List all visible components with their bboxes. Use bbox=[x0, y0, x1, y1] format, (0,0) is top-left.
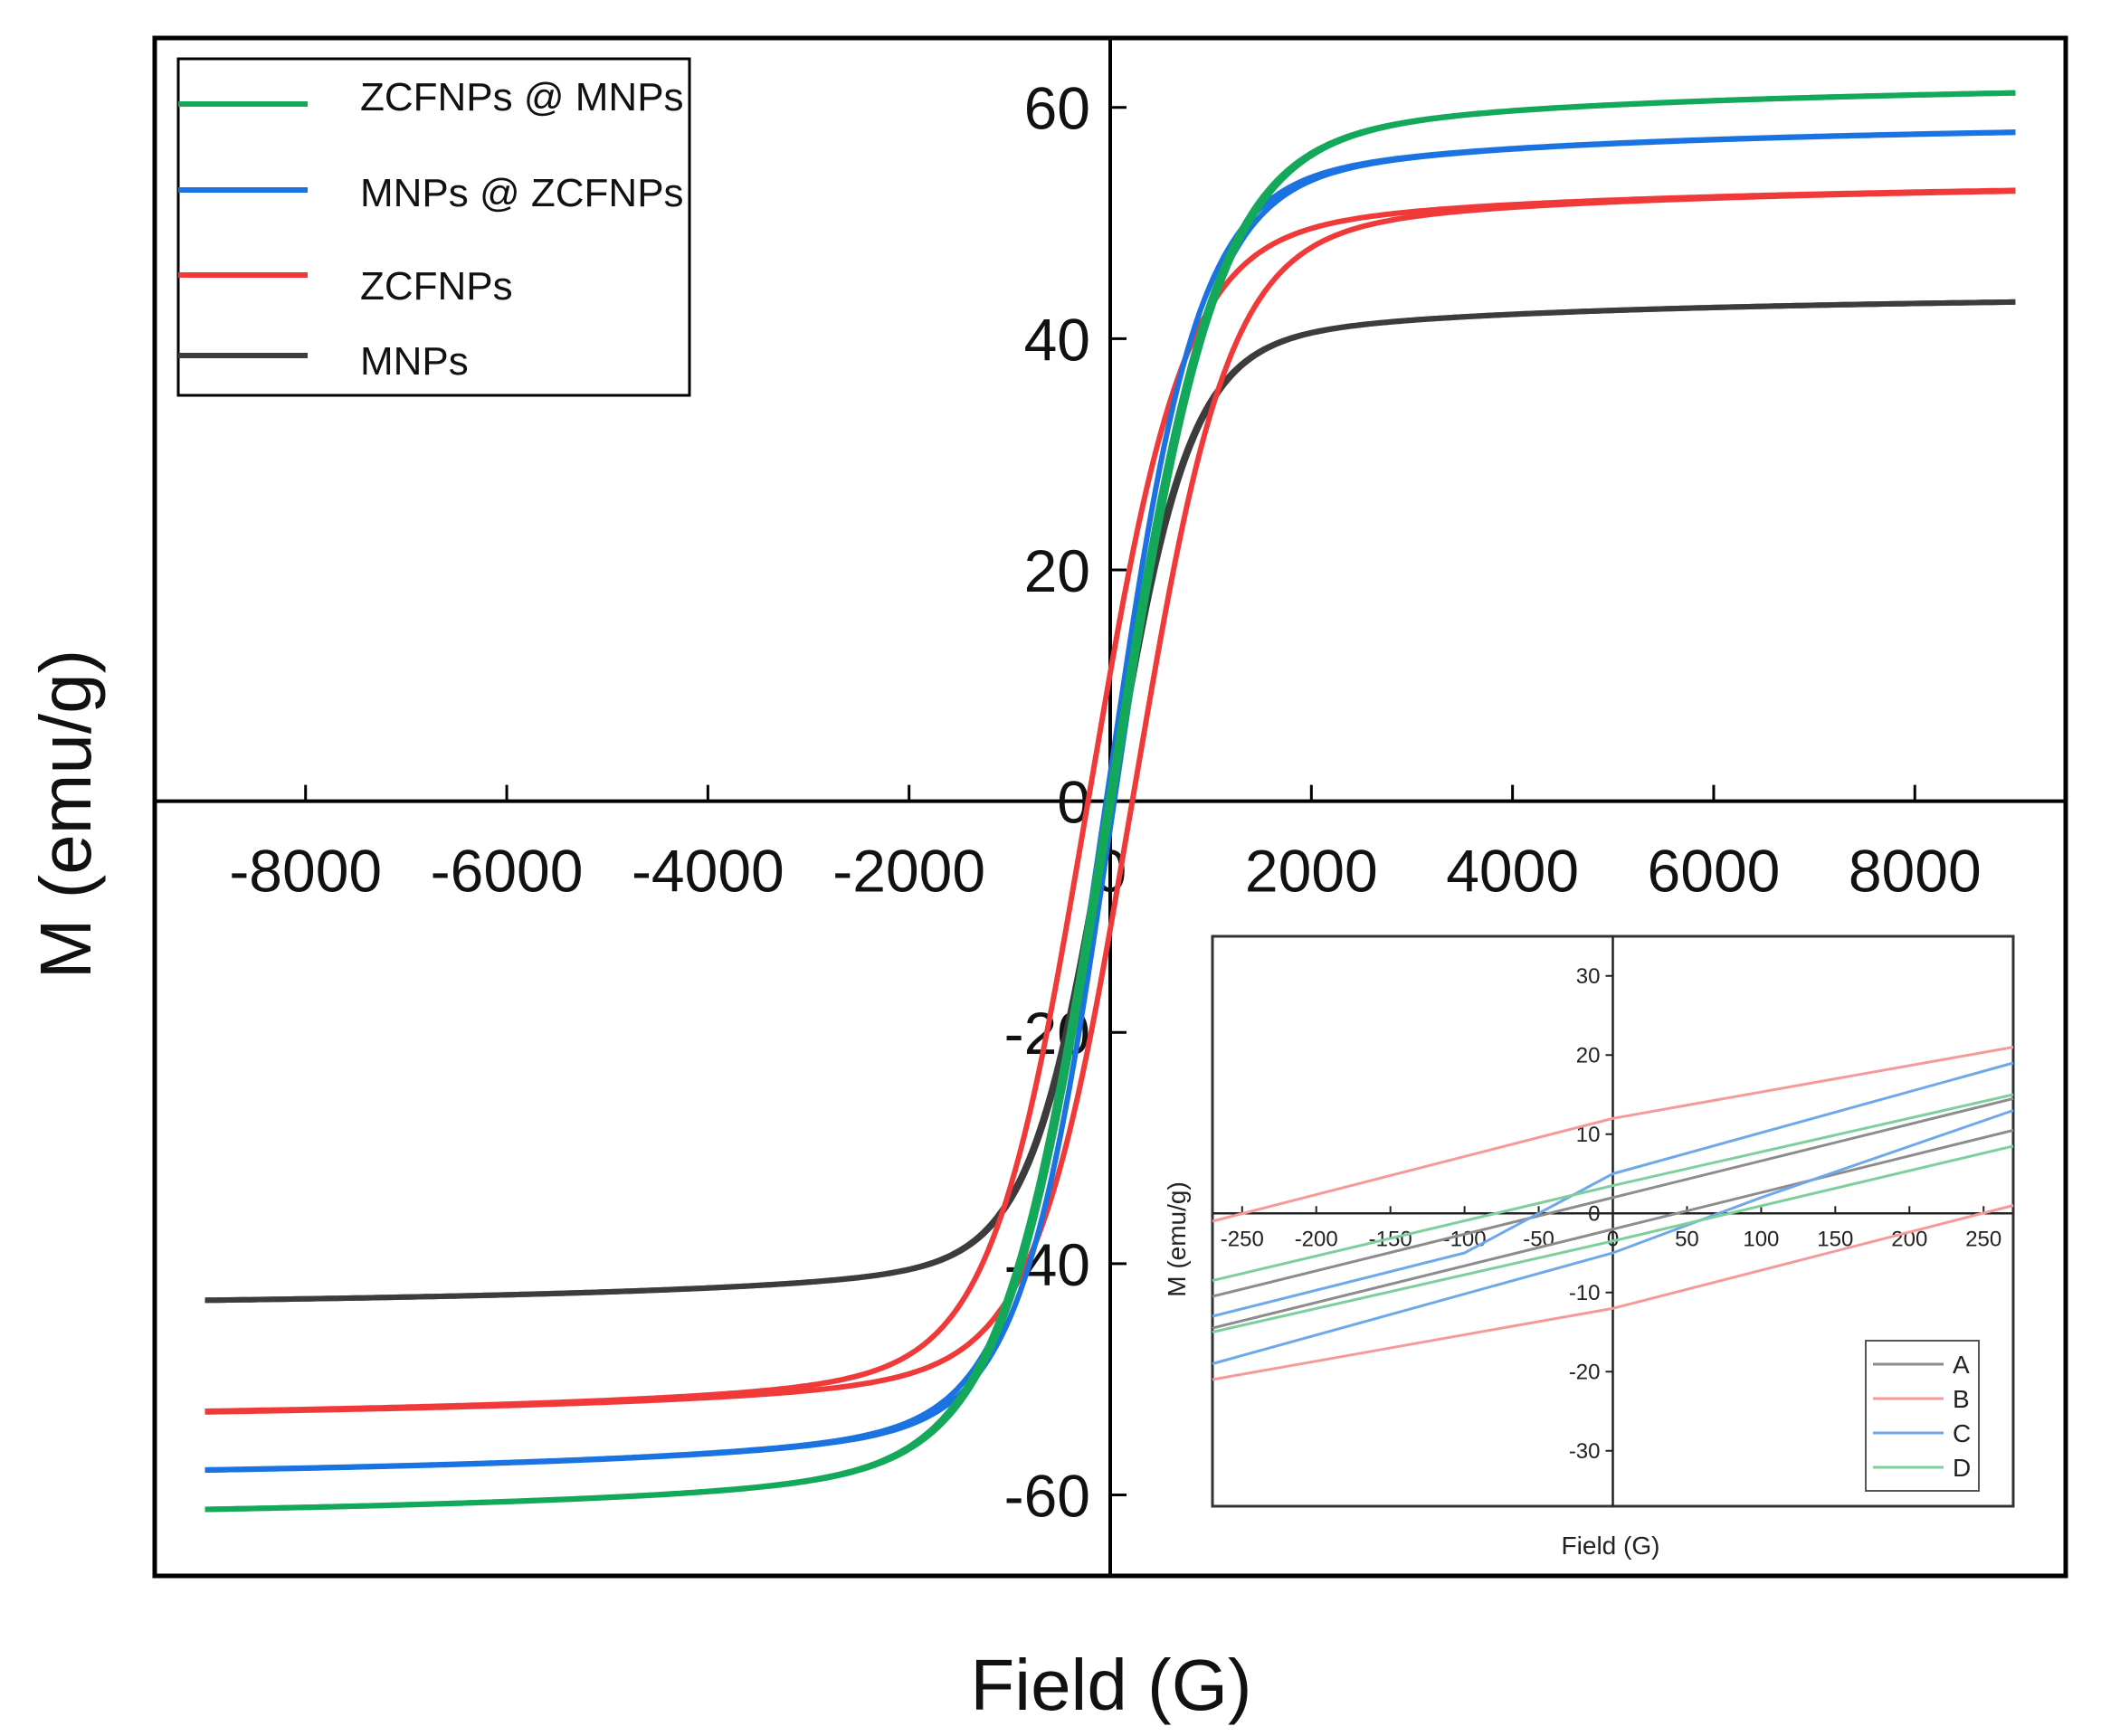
inset-y-tick-label: -10 bbox=[1569, 1281, 1601, 1305]
inset-x-tick-label: -200 bbox=[1295, 1227, 1338, 1251]
main-x-tick-label: -6000 bbox=[431, 838, 584, 905]
inset-x-tick-label: 50 bbox=[1675, 1227, 1699, 1251]
inset-x-tick-label: 200 bbox=[1891, 1227, 1927, 1251]
curve-zcfnps-at-mnps-ascending bbox=[204, 90, 2016, 1513]
main-x-tick-label: 2000 bbox=[1245, 838, 1378, 905]
main-x-tick-label: 4000 bbox=[1446, 838, 1579, 905]
main-x-tick-label: 6000 bbox=[1648, 838, 1781, 905]
inset-legend-label-a: A bbox=[1953, 1351, 1970, 1379]
inset-x-tick-label: 250 bbox=[1965, 1227, 2001, 1251]
inset-y-tick-label: 0 bbox=[1588, 1201, 1600, 1226]
inset-legend-label-d: D bbox=[1953, 1454, 1971, 1482]
inset-legend-box bbox=[1865, 1340, 1980, 1492]
main-axes: -8000 -6000 -4000 -2000 0 2000 4000 6000 8000-60… bbox=[155, 38, 2066, 1576]
inset-curve-c-lower bbox=[1212, 1109, 2014, 1365]
inset-curve-a-upper bbox=[1212, 1096, 2014, 1298]
inset-y-tick-label: -20 bbox=[1569, 1360, 1601, 1384]
inset-y-tick-label: 30 bbox=[1576, 964, 1601, 989]
main-x-tick-label: 8000 bbox=[1849, 838, 1982, 905]
inset-curve-b-lower bbox=[1212, 1204, 2014, 1381]
main-y-tick-label: -60 bbox=[1004, 1463, 1090, 1530]
main-y-tick-label: 60 bbox=[1024, 75, 1090, 142]
inset-x-tick-label: 100 bbox=[1743, 1227, 1779, 1251]
main-x-tick-label: -4000 bbox=[632, 838, 784, 905]
inset-x-axis-title: Field (G) bbox=[1562, 1532, 1660, 1560]
main-x-tick-label: -8000 bbox=[229, 838, 382, 905]
main-x-axis-title: Field (G) bbox=[970, 1645, 1251, 1725]
inset-legend-label-c: C bbox=[1953, 1419, 1971, 1447]
main-curves bbox=[204, 90, 2016, 1513]
inset-x-tick-label: 0 bbox=[1607, 1227, 1619, 1251]
inset-y-tick-label: -30 bbox=[1569, 1439, 1601, 1464]
inset-legend: A B C D bbox=[1865, 1340, 1980, 1492]
inset-y-tick-label: 20 bbox=[1576, 1043, 1601, 1067]
inset-curve-a-lower bbox=[1212, 1128, 2014, 1330]
inset-curve-b-upper bbox=[1212, 1046, 2014, 1223]
main-legend: ZCFNPs @ MNPs MNPs @ ZCFNPs ZCFNPs MNPs bbox=[176, 57, 691, 397]
legend-label-mnps-at-zcfnps: MNPs @ ZCFNPs bbox=[360, 171, 684, 215]
inset-axes: -250 -200 -150 -100 -50 0 50 100 150 200 250-30-20… bbox=[1212, 936, 2013, 1506]
main-legend-box bbox=[176, 57, 691, 397]
legend-label-zcfnps-at-mnps: ZCFNPs @ MNPs bbox=[360, 75, 684, 119]
inset-curve-d-upper bbox=[1212, 1093, 2014, 1283]
inset-curves bbox=[1212, 1046, 2014, 1381]
legend-label-mnps: MNPs bbox=[360, 339, 469, 384]
main-y-tick-label: 20 bbox=[1024, 537, 1090, 604]
inset-chart: -250 -200 -150 -100 -50 0 50 100 150 200 250-30-20… bbox=[1163, 934, 2015, 1560]
inset-x-tick-label: -250 bbox=[1221, 1227, 1264, 1251]
inset-legend-label-b: B bbox=[1953, 1385, 1970, 1413]
inset-curve-c-upper bbox=[1212, 1061, 2014, 1318]
main-y-axis-title: M (emu/g) bbox=[25, 650, 106, 980]
legend-label-zcfnps: ZCFNPs bbox=[360, 264, 513, 308]
curve-zcfnps-ascending bbox=[204, 188, 2016, 1415]
inset-y-axis-title: M (emu/g) bbox=[1163, 1181, 1191, 1297]
inset-curve-d-lower bbox=[1212, 1144, 2014, 1333]
main-y-tick-label: 40 bbox=[1024, 306, 1090, 373]
main-x-tick-label: -2000 bbox=[832, 838, 985, 905]
